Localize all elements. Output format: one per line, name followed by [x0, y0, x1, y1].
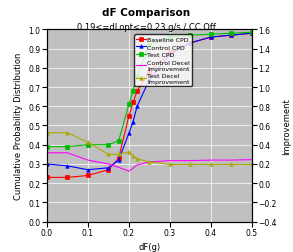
Y-axis label: Cumulative Probability Distribution: Cumulative Probability Distribution	[14, 53, 23, 199]
Legend: Baseline CPD, Control CPD, Test CPD, Control Decel
Improvement, Test Decel
Impro: Baseline CPD, Control CPD, Test CPD, Con…	[134, 35, 192, 87]
Text: 0.19<=dLopt<=0.23 g/s / CC Off: 0.19<=dLopt<=0.23 g/s / CC Off	[77, 23, 216, 32]
Text: dF Comparison: dF Comparison	[103, 8, 190, 18]
Y-axis label: Improvement: Improvement	[282, 98, 291, 154]
X-axis label: dF(g): dF(g)	[138, 242, 161, 251]
